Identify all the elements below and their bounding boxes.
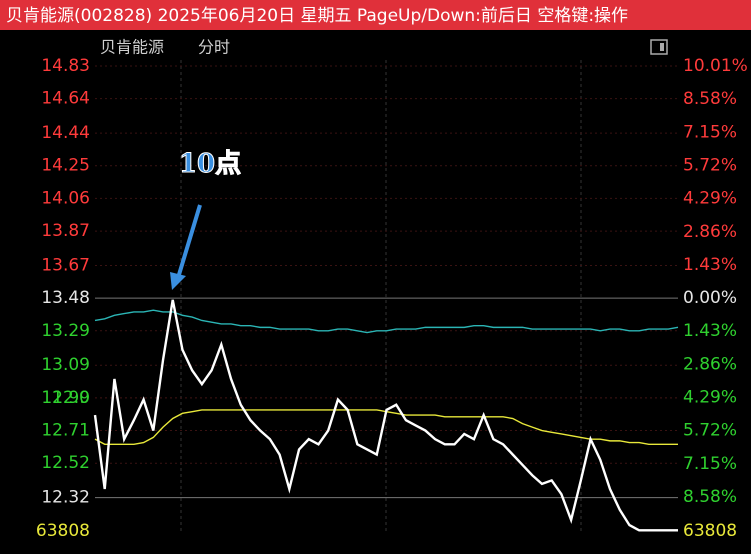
y2-tick-label: 4.29% [683, 388, 737, 408]
y-tick-label: 12.71 [41, 421, 90, 441]
chart-subtitle: 分时 [198, 38, 230, 57]
annotation: 10点 [179, 148, 241, 179]
y-tick-label: 13.48 [41, 288, 90, 308]
y2-tick-label: 8.58% [683, 487, 737, 507]
volume-label: 63808 [683, 521, 737, 541]
y2-tick-label: 0.00% [683, 288, 737, 308]
y-tick-label: 12.52 [41, 453, 90, 473]
y-tick-label: 13.29 [41, 321, 90, 341]
y2-tick-label: 4.29% [683, 189, 737, 209]
y2-tick-label: 8.58% [683, 89, 737, 109]
header-bar [0, 0, 751, 30]
y-tick-label: 14.44 [41, 123, 90, 143]
y-tick-label: 12.9 [52, 388, 90, 408]
y2-tick-label: 1.43% [683, 321, 737, 341]
y2-tick-label: 1.43% [683, 255, 737, 275]
y-tick-label: 14.83 [41, 56, 90, 76]
y-tick-label: 12.90 [41, 388, 90, 408]
y2-tick-label: 5.72% [683, 155, 737, 175]
panel-icon[interactable] [650, 39, 668, 55]
plot [93, 65, 679, 532]
y-tick-label: 13.87 [41, 221, 90, 241]
line-series [93, 299, 678, 532]
y2-tick-label: 7.15% [683, 122, 737, 142]
line-series [94, 309, 679, 334]
y2-tick-label: 5.72% [683, 421, 737, 441]
y-tick-label: 13.09 [41, 355, 90, 375]
y-tick-label: 13.67 [41, 255, 90, 275]
vertical-dividers [180, 60, 582, 532]
panel-icon-bar [660, 43, 664, 51]
y-tick-label: 14.06 [41, 188, 90, 208]
y2-tick-label: 2.86% [683, 354, 737, 374]
annotation-arrow [176, 204, 202, 279]
annotation-arrowhead [170, 272, 186, 290]
y2-tick-label: 2.86% [683, 222, 737, 242]
y-tick-label: 14.64 [41, 89, 90, 109]
header-title: 贝肯能源(002828) 2025年06月20日 星期五 PageUp/Down… [6, 6, 628, 26]
y-tick-label: 12.32 [41, 488, 90, 508]
chart-title: 贝肯能源 [100, 38, 164, 57]
volume-label: 63808 [36, 521, 90, 541]
y2-tick-label: 10.01% [683, 56, 748, 76]
y2-tick-label: 7.15% [683, 454, 737, 474]
y-tick-label: 14.25 [41, 156, 90, 176]
